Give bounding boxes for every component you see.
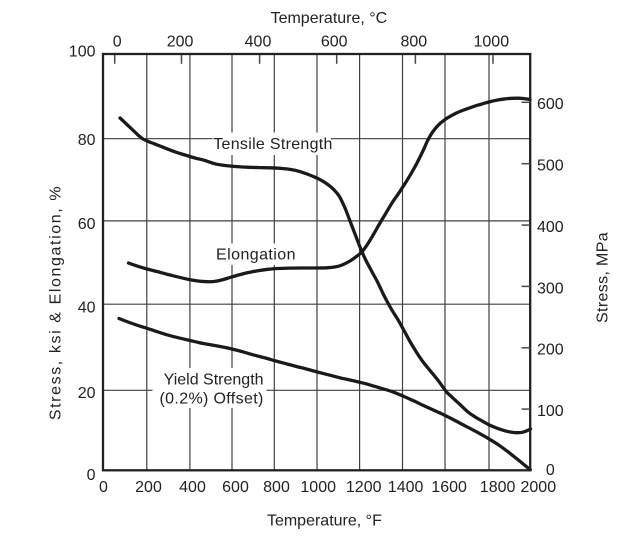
svg-text:200: 200	[167, 34, 194, 51]
svg-text:0: 0	[113, 34, 122, 51]
svg-text:0: 0	[546, 462, 555, 479]
svg-text:80: 80	[78, 132, 96, 149]
svg-text:500: 500	[537, 158, 564, 175]
svg-text:0: 0	[99, 479, 108, 496]
svg-text:400: 400	[537, 219, 564, 236]
svg-text:300: 300	[537, 280, 564, 297]
svg-text:200: 200	[537, 342, 564, 359]
svg-text:Stress, MPa: Stress, MPa	[595, 232, 612, 323]
svg-text:200: 200	[135, 479, 162, 496]
svg-text:Tensile Strength: Tensile Strength	[213, 136, 333, 153]
svg-text:Elongation: Elongation	[216, 246, 296, 263]
svg-text:2000: 2000	[521, 479, 557, 496]
svg-text:1000: 1000	[474, 34, 510, 51]
svg-text:(0.2%) Offset): (0.2%) Offset)	[159, 390, 263, 407]
svg-text:Yield Strength: Yield Strength	[164, 372, 264, 389]
svg-text:600: 600	[321, 34, 348, 51]
svg-text:1000: 1000	[300, 479, 336, 496]
svg-text:800: 800	[400, 34, 427, 51]
svg-text:1400: 1400	[388, 479, 424, 496]
svg-text:800: 800	[263, 479, 290, 496]
svg-text:Temperature, °C: Temperature, °C	[271, 10, 388, 27]
svg-text:600: 600	[222, 479, 249, 496]
svg-text:400: 400	[179, 479, 206, 496]
svg-text:400: 400	[245, 34, 272, 51]
svg-text:40: 40	[78, 300, 96, 317]
svg-text:60: 60	[78, 216, 96, 233]
svg-text:1600: 1600	[431, 479, 467, 496]
svg-text:0: 0	[87, 467, 96, 484]
svg-text:100: 100	[537, 403, 564, 420]
svg-text:1200: 1200	[346, 479, 382, 496]
svg-text:1800: 1800	[480, 479, 516, 496]
svg-text:Temperature, °F: Temperature, °F	[267, 513, 382, 530]
svg-text:100: 100	[69, 44, 96, 61]
svg-text:600: 600	[537, 96, 564, 113]
svg-text:Stress, ksi & Elongation, %: Stress, ksi & Elongation, %	[48, 185, 65, 420]
svg-text:20: 20	[78, 385, 96, 402]
